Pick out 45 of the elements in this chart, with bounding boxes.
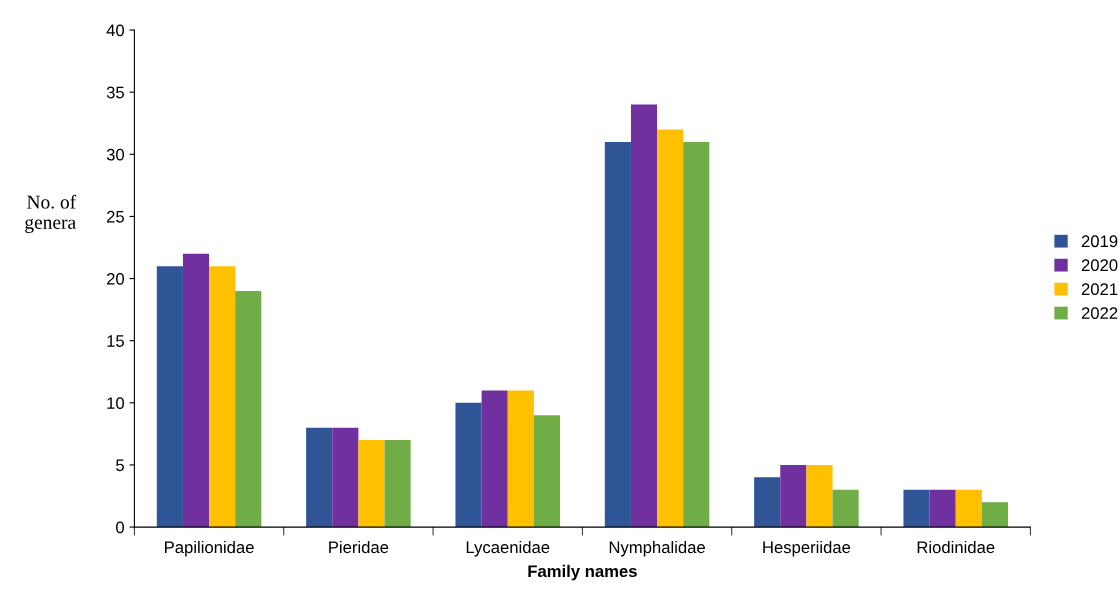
y-tick-label: 25 xyxy=(106,210,124,223)
x-tick-label: Hesperiidae xyxy=(763,540,851,557)
bar xyxy=(156,266,183,528)
bar xyxy=(806,464,833,528)
y-tick-label: 5 xyxy=(116,459,124,472)
bar xyxy=(358,440,385,528)
legend-label: 2022 xyxy=(1081,307,1118,320)
bar xyxy=(384,440,411,528)
bar xyxy=(657,129,684,528)
bar xyxy=(780,464,807,528)
bar xyxy=(235,290,262,528)
bar xyxy=(981,502,1008,528)
bar xyxy=(209,266,236,528)
y-tick-label: 15 xyxy=(107,335,124,347)
bar xyxy=(754,477,781,528)
bar xyxy=(533,415,560,528)
bar xyxy=(455,402,482,528)
bar xyxy=(604,141,631,528)
y-tick-label: 40 xyxy=(106,24,125,37)
bar xyxy=(182,253,210,528)
bar xyxy=(481,390,508,528)
bar xyxy=(955,489,982,528)
bar xyxy=(630,104,658,528)
y-tick-label: 0 xyxy=(116,521,125,534)
bar xyxy=(507,390,534,528)
legend-label: 2020 xyxy=(1081,259,1118,272)
legend-label: 2019 xyxy=(1081,235,1118,248)
x-axis-title: Family names xyxy=(528,564,637,581)
bar xyxy=(683,141,710,528)
x-tick-label: Nymphalidae xyxy=(609,540,705,557)
bar xyxy=(306,427,333,528)
legend-label: 2021 xyxy=(1081,283,1118,296)
y-tick-label: 10 xyxy=(107,397,125,410)
bar xyxy=(929,489,956,528)
y-axis-title: No. of genera xyxy=(25,194,77,233)
x-tick-label: Pieridae xyxy=(329,540,389,554)
x-tick-label: Lycaenidae xyxy=(466,540,550,557)
x-tick-label: Papilionidae xyxy=(165,540,254,557)
bar xyxy=(832,489,859,528)
y-tick-label: 30 xyxy=(106,148,125,161)
x-tick-label: Riodinidae xyxy=(917,540,995,554)
bar xyxy=(903,489,930,528)
bar xyxy=(332,427,359,528)
y-tick-label: 35 xyxy=(106,86,124,99)
y-tick-label: 20 xyxy=(106,272,125,285)
